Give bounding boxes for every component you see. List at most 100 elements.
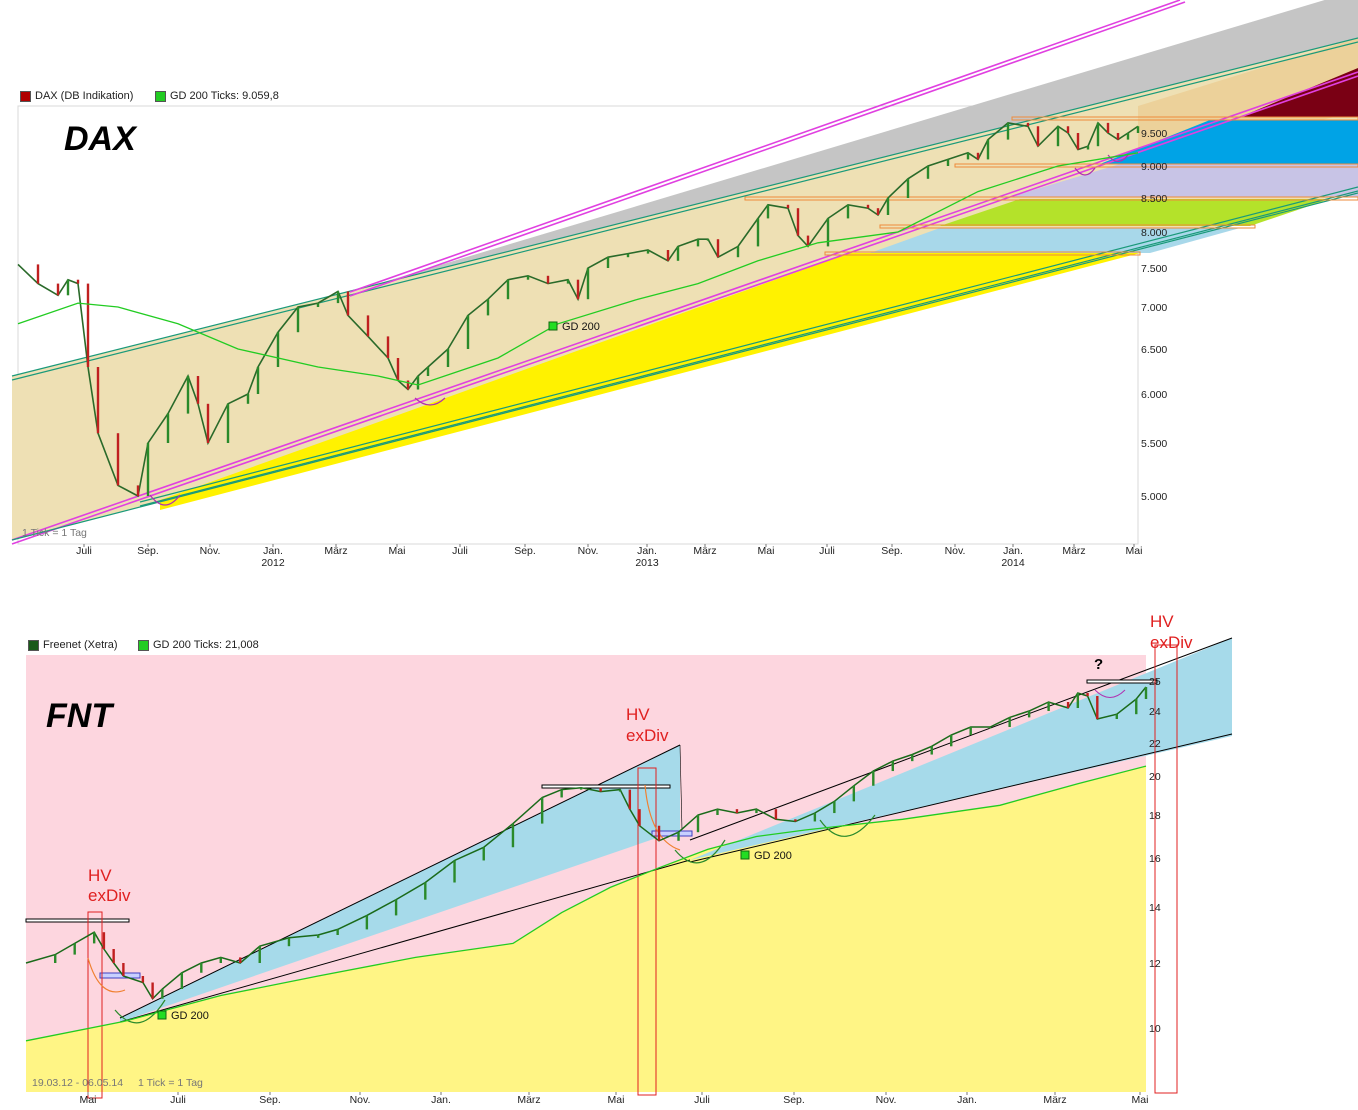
dax-x-axis: Juli Sep. Nov. Jan. März Mai Juli Sep. Nov. Jan. M…: [76, 544, 1142, 569]
dax-candle: [136, 485, 140, 496]
fnt-legend-1: Freenet (Xetra): [28, 639, 118, 651]
fnt-x-tick: Sep.: [783, 1094, 805, 1106]
gd200-label: GD 200: [562, 321, 600, 333]
dax-candle: [666, 250, 670, 261]
dax-candle: [546, 275, 550, 284]
resistance-bar: [25, 918, 130, 923]
fnt-candle: [141, 976, 145, 983]
dax-candle: [506, 279, 510, 300]
dax-candle: [526, 275, 530, 280]
dax-candle: [1126, 133, 1130, 140]
bottom-arc: [414, 397, 446, 406]
resistance-bar: [879, 224, 1256, 229]
fnt-candle: [394, 899, 398, 916]
fnt-y-tick: 25: [1149, 676, 1161, 688]
fnt-candle: [628, 789, 632, 810]
dax-candle: [646, 250, 650, 254]
fnt-candle: [755, 809, 758, 814]
fnt-candle: [73, 943, 76, 955]
bottom-arc: [87, 957, 126, 993]
gd200-label: GD 200: [754, 850, 792, 862]
fnt-candle: [336, 929, 339, 935]
fnt-candle: [219, 957, 222, 963]
resistance-bar: [1011, 116, 1358, 121]
dax-candle: [66, 279, 70, 296]
fnt-candle: [852, 785, 856, 802]
dax-candle: [1006, 122, 1010, 140]
channel-line: [11, 41, 1358, 381]
fnt-candle: [151, 982, 154, 999]
dax-gd200-line: [17, 152, 1139, 386]
fnt-candle: [638, 809, 641, 826]
fnt-candle: [969, 727, 972, 735]
fnt-candle: [911, 754, 914, 762]
fnt-candle: [735, 809, 739, 814]
dax-legend-swatch: [20, 90, 31, 102]
dax-candle: [86, 283, 90, 367]
dax-candle: [876, 208, 880, 215]
fnt-y-tick: 18: [1149, 810, 1161, 822]
dax-candle: [56, 283, 60, 296]
hv-label: HV: [626, 705, 650, 724]
dax-candle: [906, 178, 910, 198]
dax-candle: [96, 367, 100, 434]
gd200-label: GD 200: [171, 1010, 209, 1022]
blue-zone: [1100, 120, 1358, 164]
fnt-candle: [112, 949, 115, 963]
channel-line: [11, 192, 1358, 541]
fnt-candle: [1008, 717, 1011, 727]
bottom-arc: [644, 784, 681, 851]
dax-candle: [736, 246, 740, 258]
fnt-y-axis: 25 24 22 20 18 16 14 12 10: [1149, 676, 1161, 1035]
fnt-candle: [287, 937, 291, 947]
fnt-candle: [657, 825, 661, 841]
exdiv-label: exDiv: [88, 886, 131, 905]
dax-candle: [296, 307, 300, 333]
dax-candle: [346, 291, 350, 316]
fnt-y-tick: 24: [1149, 706, 1161, 718]
fnt-candle: [774, 809, 778, 820]
dax-candle: [966, 152, 970, 160]
dax-x-tick: Jan.: [1003, 545, 1023, 557]
exdiv-box: [87, 911, 103, 1099]
fnt-x-tick: März: [517, 1094, 540, 1106]
dax-candle: [846, 204, 850, 219]
dax-candle: [246, 394, 250, 404]
magenta-line: [349, 1, 1186, 297]
fnt-candle: [239, 957, 242, 963]
fnt-candle: [1086, 693, 1089, 696]
dax-x-tick: März: [693, 545, 716, 557]
dax-candle: [706, 239, 710, 241]
lavender-zone: [1010, 164, 1358, 197]
dax-candle: [226, 403, 230, 443]
fnt-y-tick: 12: [1149, 958, 1161, 970]
fnt-candle: [1115, 714, 1118, 719]
fnt-footer-tick: 1 Tick = 1 Tag: [138, 1077, 203, 1089]
fnt-x-tick: Juli: [170, 1094, 186, 1106]
dax-year-label: 2014: [1001, 557, 1025, 569]
fnt-candle: [1096, 696, 1099, 719]
dax-candle: [696, 239, 700, 247]
dax-x-tick: Mai: [389, 545, 406, 557]
dax-candle: [256, 367, 260, 394]
fnt-x-tick: Mai: [80, 1094, 97, 1106]
dax-candle: [806, 235, 810, 247]
fnt-candle: [102, 932, 106, 949]
channel-line: [119, 744, 681, 1019]
gap-box: [651, 830, 693, 837]
fnt-candle: [813, 813, 817, 822]
fnt-x-tick: Jan.: [431, 1094, 451, 1106]
channel-line: [11, 37, 1358, 377]
dax-y-tick: 8.500: [1141, 193, 1167, 205]
resistance-bar: [744, 196, 1358, 201]
dax-x-tick: März: [1062, 545, 1085, 557]
dax-y-tick: 7.000: [1141, 302, 1167, 314]
fnt-candle: [424, 882, 427, 900]
dax-candle: [586, 268, 590, 300]
dax-candle: [386, 336, 390, 358]
fnt-candle: [161, 989, 164, 999]
exdiv-box: [1154, 644, 1178, 1094]
dax-y-tick: 6.500: [1141, 344, 1167, 356]
gd200-marker: [548, 321, 558, 331]
fnt-candle: [599, 787, 602, 792]
